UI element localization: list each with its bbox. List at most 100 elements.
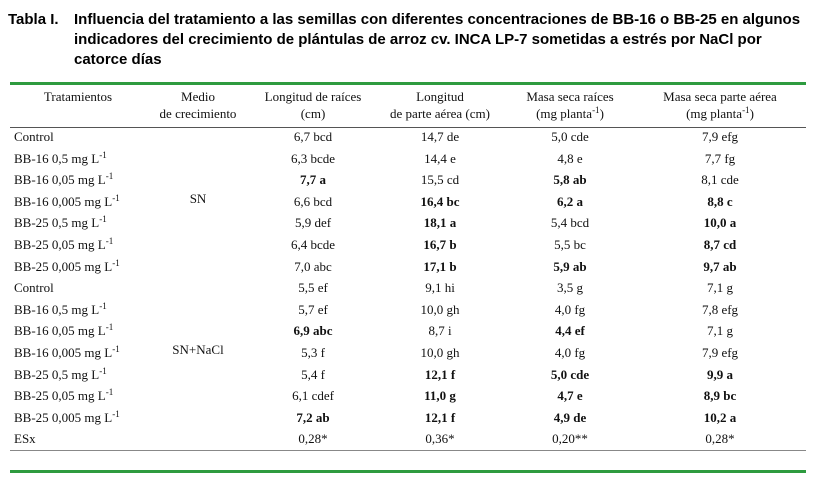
medium: SN <box>189 190 207 206</box>
value-cell: 11,0 g <box>424 388 456 404</box>
top-rule <box>10 82 806 85</box>
value-cell: 10,0 gh <box>420 345 460 360</box>
value-cell: 6,1 cdef <box>292 388 334 404</box>
value-cell: 18,1 a <box>423 215 457 231</box>
header-cell: Masa seca raíces <box>526 89 614 104</box>
treatment: BB-16 0,005 mg L-1 <box>14 345 120 361</box>
value-cell: 10,0 a <box>703 215 737 231</box>
header-cell-text: ) <box>599 106 604 121</box>
table-title: Tabla I. Influencia del tratamiento a la… <box>8 10 808 70</box>
value-cell: 0,28* <box>705 431 735 447</box>
value-cell: 4,0 fg <box>554 301 586 317</box>
treatment: BB-25 0,005 mg L-1 <box>14 258 120 275</box>
value-cell: 10,2 a <box>703 409 737 425</box>
value-cell: 4,4 ef <box>555 323 585 339</box>
value-cell: 12,1 f <box>424 409 456 425</box>
value-cell: 9,1 hi <box>425 280 455 296</box>
value-cell: 14,7 de <box>420 129 460 144</box>
treatment-text: BB-25 0,5 mg L <box>14 215 100 231</box>
value-cell: 5,0 cde <box>551 129 589 144</box>
header-cell-text: ) <box>749 106 754 121</box>
value-cell: 16,7 b <box>423 237 457 252</box>
treatment-sup: -1 <box>112 408 120 419</box>
treatment-sup: -1 <box>99 300 107 311</box>
header-rule <box>10 127 806 128</box>
header-cell: Tratamientos <box>43 89 113 104</box>
treatment-sup: -1 <box>105 387 114 398</box>
header-cell: Masa seca parte aérea <box>663 89 777 104</box>
value-cell: 5,5 ef <box>298 280 328 296</box>
value-cell: 5,4 f <box>301 366 325 382</box>
value-cell: 5,5 bc <box>554 237 586 252</box>
value-cell: 6,3 bcde <box>290 150 336 166</box>
treatment: BB-16 0,005 mg L-1 <box>14 192 120 210</box>
value-cell: 15,5 cd <box>420 172 460 188</box>
treatment: BB-16 0,5 mg L-1 <box>14 300 107 318</box>
treatment-sup: -1 <box>99 149 107 160</box>
treatment-sup: -1 <box>105 171 114 182</box>
treatment: Control <box>14 129 54 144</box>
value-cell: 5,7 ef <box>298 301 328 317</box>
value-cell: 6,6 bcd <box>293 193 333 209</box>
value-cell: 8,8 c <box>707 193 733 209</box>
treatment: BB-25 0,5 mg L-1 <box>14 365 107 383</box>
treatment-text: BB-16 0,005 mg L <box>14 193 113 209</box>
treatment-text: BB-16 0,5 mg L <box>14 301 100 317</box>
treatment-sup: -1 <box>112 344 120 354</box>
header-cell: de crecimiento <box>159 106 237 121</box>
header-cell-text: (mg planta <box>686 106 743 121</box>
value-cell: 10,0 gh <box>420 301 460 317</box>
value-cell: 16,4 bc <box>420 193 460 209</box>
title-text: Influencia del tratamiento a las semilla… <box>74 11 801 68</box>
value-cell: 8,7 cd <box>703 237 737 252</box>
value-cell: 8,9 bc <box>703 388 737 404</box>
treatment-text: BB-16 0,05 mg L <box>14 172 106 188</box>
value-cell: 5,9 def <box>294 215 332 231</box>
value-cell: 3,5 g <box>557 280 583 296</box>
header-cell: (mg planta-1) <box>686 106 754 122</box>
value-cell: 4,9 de <box>553 409 587 425</box>
value-cell: 4,8 e <box>557 150 583 166</box>
header-cell: Longitud <box>416 89 464 104</box>
value-cell: 7,1 g <box>707 323 733 339</box>
treatment: BB-25 0,05 mg L-1 <box>14 388 113 404</box>
header-cell-sup: -1 <box>742 105 750 115</box>
treatment-sup: -1 <box>99 365 107 376</box>
treatment-text: BB-25 0,005 mg L <box>14 258 113 274</box>
treatment-text: BB-25 0,05 mg L <box>14 237 106 252</box>
value-cell: 6,4 bcde <box>290 237 336 252</box>
value-cell: 7,1 g <box>707 280 733 296</box>
value-cell: 7,8 efg <box>701 301 739 317</box>
treatment-text: BB-16 0,05 mg L <box>14 323 106 339</box>
treatment-text: BB-25 0,05 mg L <box>14 388 106 404</box>
value-cell: 9,9 a <box>707 366 733 382</box>
treatment: BB-25 0,5 mg L-1 <box>14 215 107 231</box>
value-cell: 7,7 a <box>300 172 326 188</box>
treatment-sup: -1 <box>112 192 120 203</box>
footer-rule <box>10 450 806 451</box>
treatment-text: BB-25 0,5 mg L <box>14 366 100 382</box>
treatment: BB-25 0,005 mg L-1 <box>14 408 120 426</box>
value-cell: 14,4 e <box>424 150 456 166</box>
value-cell: 7,9 efg <box>701 129 739 144</box>
value-cell: 6,9 abc <box>293 323 333 339</box>
value-cell: 0,36* <box>425 431 455 447</box>
value-cell: 7,0 abc <box>294 258 332 274</box>
treatment-text: BB-16 0,5 mg L <box>14 150 100 166</box>
treatment: BB-16 0,05 mg L-1 <box>14 323 113 339</box>
value-cell: 8,1 cde <box>701 172 739 188</box>
value-cell: 8,7 i <box>428 323 452 339</box>
value-cell: 0,28* <box>298 431 328 447</box>
value-cell: 4,0 fg <box>554 345 586 360</box>
header-cell: Longitud de raíces <box>264 89 362 104</box>
value-cell: 7,9 efg <box>701 345 739 360</box>
value-cell: 5,4 bcd <box>550 215 590 231</box>
value-cell: 5,3 f <box>301 345 325 360</box>
value-cell: 6,7 bcd <box>293 129 333 144</box>
treatment-text: BB-16 0,005 mg L <box>14 345 113 360</box>
bottom-rule <box>10 470 806 473</box>
treatment-sup: -1 <box>105 322 114 333</box>
title-label: Tabla I. <box>8 11 59 28</box>
treatment-sup: -1 <box>99 214 107 225</box>
